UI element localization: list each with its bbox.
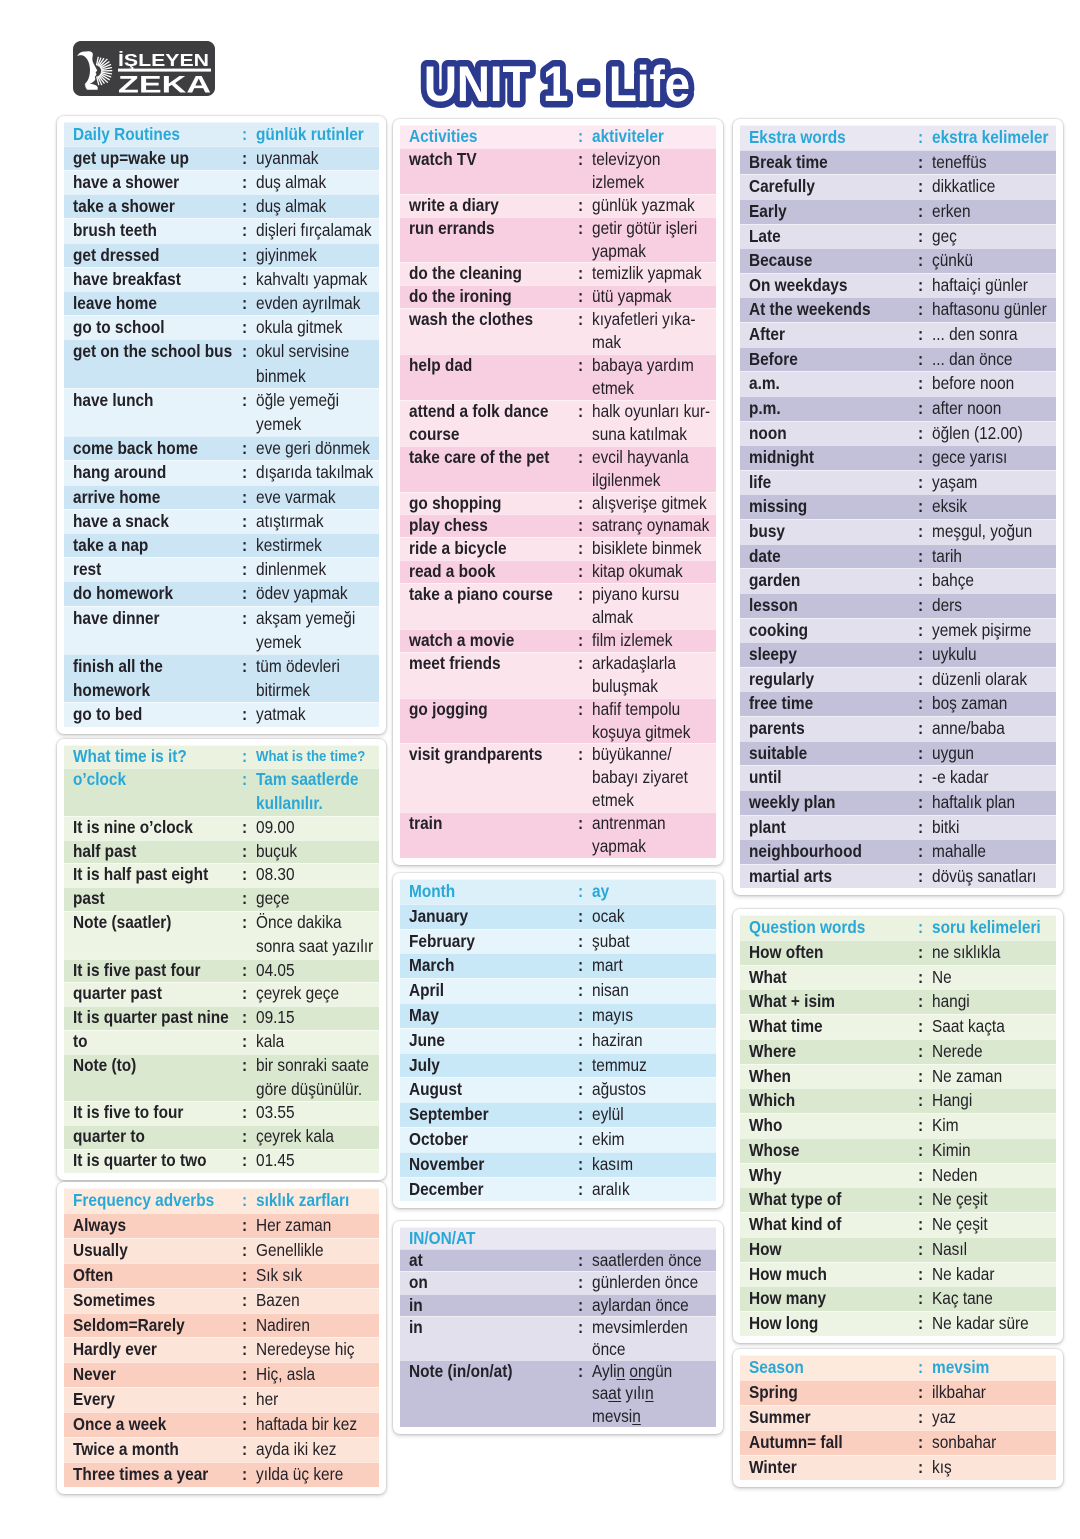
svg-text:UNIT 1 - Life: UNIT 1 - Life [424,56,690,112]
svg-text:İŞLEYEN: İŞLEYEN [118,50,209,70]
svg-text:ZEKA: ZEKA [118,72,211,97]
svg-text:UNIT 1 - Life: UNIT 1 - Life [424,56,690,112]
